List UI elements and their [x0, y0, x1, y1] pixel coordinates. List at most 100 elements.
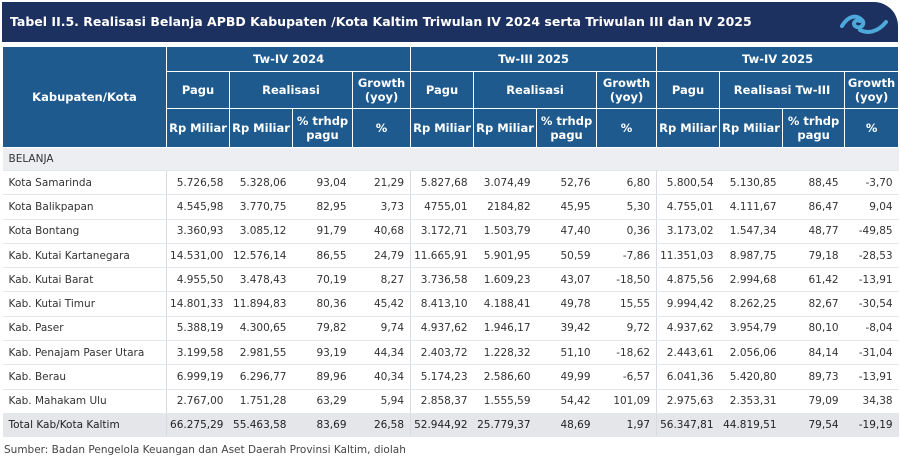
value-cell: 2.443,61 — [656, 340, 720, 366]
value-cell: 21,29 — [352, 170, 412, 196]
region-name: Kota Balikpapan — [2, 194, 167, 220]
header-realisasi: Realisasi — [473, 71, 598, 109]
table-row: Kota Balikpapan 4.545,98 3.770,75 82,95 3,73… — [2, 194, 899, 220]
value-cell: -19,19 — [844, 413, 899, 437]
value-cell: 5.827,68 — [410, 170, 474, 196]
value-cell: 5.800,54 — [656, 170, 720, 196]
header-group-tw4-2024: Tw-IV 2024 — [165, 46, 412, 72]
value-cell: 11.351,03 — [656, 243, 720, 269]
value-cell: 44,34 — [352, 340, 412, 366]
region-name: Kab. Mahakam Ulu — [2, 389, 167, 414]
value-cell: 8.987,75 — [719, 243, 783, 269]
region-name: Kab. Kutai Kartanegara — [2, 243, 167, 269]
value-cell: 6.296,77 — [229, 364, 293, 390]
value-cell: 11.894,83 — [229, 291, 293, 317]
region-name: Kab. Paser — [2, 316, 167, 342]
header-unit: % — [844, 108, 900, 148]
table-row: Kab. Kutai Kartanegara 14.531,00 12.576,14… — [2, 243, 899, 269]
source-note: Sumber: Badan Pengelola Keuangan dan Ase… — [4, 444, 406, 456]
value-cell: 70,19 — [292, 267, 353, 293]
value-cell: 14.801,33 — [166, 291, 230, 317]
value-cell: 5.328,06 — [229, 170, 293, 196]
value-cell: -18,62 — [596, 340, 658, 366]
value-cell: 52.944,92 — [410, 413, 474, 437]
header-growth: Growth (yoy) — [351, 71, 412, 109]
value-cell: 4.955,50 — [166, 267, 230, 293]
value-cell: 2.858,37 — [410, 389, 474, 414]
value-cell: 5.130,85 — [719, 170, 783, 196]
header-unit: % trhdp pagu — [782, 108, 846, 148]
value-cell: 48,69 — [536, 413, 597, 437]
header-pagu: Pagu — [410, 71, 475, 109]
value-cell: 80,10 — [782, 316, 845, 342]
table-row: Kota Samarinda 5.726,58 5.328,06 93,04 21,29… — [2, 170, 899, 196]
value-cell: 83,69 — [292, 413, 353, 437]
value-cell: 82,95 — [292, 194, 353, 220]
value-cell: 82,67 — [782, 291, 845, 317]
header-unit: % trhdp pagu — [292, 108, 353, 148]
value-cell: 49,99 — [536, 364, 597, 390]
header-unit: % — [351, 108, 412, 148]
header-realisasi: Realisasi — [229, 71, 353, 109]
header-unit: Rp Miliar — [410, 108, 475, 148]
table-row: Kab. Kutai Barat 4.955,50 3.478,43 70,19 8,2… — [2, 267, 899, 293]
value-cell: 26,58 — [352, 413, 412, 437]
value-cell: 3.736,58 — [410, 267, 474, 293]
value-cell: 5.174,23 — [410, 364, 474, 390]
header-region: Kabupaten/Kota — [2, 46, 167, 148]
value-cell: 54,42 — [536, 389, 597, 414]
value-cell: 47,40 — [536, 219, 597, 244]
header-unit: Rp Miliar — [719, 108, 784, 148]
value-cell: 84,14 — [782, 340, 845, 366]
value-cell: -13,91 — [844, 364, 899, 390]
value-cell: 63,29 — [292, 389, 353, 414]
value-cell: 14.531,00 — [166, 243, 230, 269]
value-cell: -30,54 — [844, 291, 899, 317]
value-cell: 1.946,17 — [473, 316, 537, 342]
value-cell: -31,04 — [844, 340, 899, 366]
value-cell: 66.275,29 — [166, 413, 230, 437]
value-cell: -6,57 — [596, 364, 658, 390]
region-name: Total Kab/Kota Kaltim — [2, 413, 167, 437]
value-cell: 2.586,60 — [473, 364, 537, 390]
value-cell: 48,77 — [782, 219, 845, 244]
value-cell: 5.726,58 — [166, 170, 230, 196]
value-cell: 88,45 — [782, 170, 845, 196]
value-cell: 79,82 — [292, 316, 353, 342]
header-unit: Rp Miliar — [473, 108, 538, 148]
table-row: Kab. Penajam Paser Utara 3.199,58 2.981,55… — [2, 340, 899, 366]
value-cell: 3.199,58 — [166, 340, 230, 366]
value-cell: 4.188,41 — [473, 291, 537, 317]
header-unit: Rp Miliar — [229, 108, 293, 148]
value-cell: 4.937,62 — [410, 316, 474, 342]
value-cell: 6.999,19 — [166, 364, 230, 390]
value-cell: 1.609,23 — [473, 267, 537, 293]
value-cell: 5.901,95 — [473, 243, 537, 269]
value-cell: 61,42 — [782, 267, 845, 293]
value-cell: 3.954,79 — [719, 316, 783, 342]
value-cell: 0,36 — [596, 219, 658, 244]
value-cell: 2.981,55 — [229, 340, 293, 366]
table-row: Kab. Berau 6.999,19 6.296,77 89,96 40,34 5.17… — [2, 364, 899, 390]
header-pagu: Pagu — [166, 71, 230, 109]
wave-logo-icon — [840, 14, 888, 34]
value-cell: 5,94 — [352, 389, 412, 414]
value-cell: 80,36 — [292, 291, 353, 317]
header-pagu: Pagu — [656, 71, 721, 109]
value-cell: 3.173,02 — [656, 219, 720, 244]
value-cell: 39,42 — [536, 316, 597, 342]
value-cell: 25.779,37 — [473, 413, 537, 437]
value-cell: 79,09 — [782, 389, 845, 414]
table-title: Tabel II.5. Realisasi Belanja APBD Kabup… — [10, 14, 752, 29]
value-cell: -18,50 — [596, 267, 658, 293]
value-cell: 3,73 — [352, 194, 412, 220]
value-cell: 1.228,32 — [473, 340, 537, 366]
value-cell: -8,04 — [844, 316, 899, 342]
section-label: BELANJA — [2, 147, 899, 171]
value-cell: 86,55 — [292, 243, 353, 269]
value-cell: 55.463,58 — [229, 413, 293, 437]
value-cell: 24,79 — [352, 243, 412, 269]
header-realisasi: Realisasi Tw-III — [719, 71, 846, 109]
value-cell: 34,38 — [844, 389, 899, 414]
budget-table: Kabupaten/Kota Tw-IV 2024 Tw-III 2025 Tw… — [2, 46, 900, 437]
